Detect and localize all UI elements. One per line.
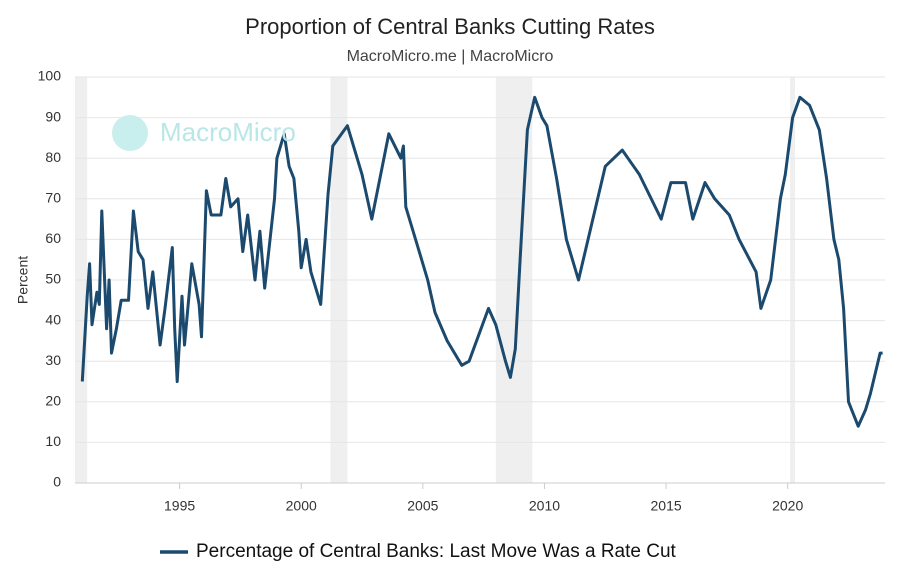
x-tick-label: 2000 bbox=[286, 498, 317, 514]
chart-title: Proportion of Central Banks Cutting Rate… bbox=[245, 14, 655, 39]
y-tick-label: 70 bbox=[45, 190, 61, 206]
y-tick-label: 30 bbox=[45, 352, 61, 368]
chart-subtitle: MacroMicro.me | MacroMicro bbox=[347, 48, 554, 65]
y-tick-label: 20 bbox=[45, 393, 61, 409]
y-tick-label: 10 bbox=[45, 433, 61, 449]
x-tick-label: 2020 bbox=[772, 498, 803, 514]
watermark-icon bbox=[112, 115, 148, 151]
x-tick-label: 2005 bbox=[407, 498, 438, 514]
x-tick-label: 2010 bbox=[529, 498, 560, 514]
watermark: MacroMicro bbox=[112, 115, 296, 151]
y-tick-label: 90 bbox=[45, 108, 61, 124]
y-tick-label: 50 bbox=[45, 271, 61, 287]
y-tick-label: 40 bbox=[45, 311, 61, 327]
legend-label: Percentage of Central Banks: Last Move W… bbox=[196, 541, 677, 562]
x-tick-label: 2015 bbox=[651, 498, 682, 514]
y-tick-label: 60 bbox=[45, 230, 61, 246]
y-tick-label: 80 bbox=[45, 149, 61, 165]
y-tick-label: 0 bbox=[53, 474, 61, 490]
series-line bbox=[80, 95, 883, 428]
plot-area bbox=[75, 76, 885, 484]
watermark-text: MacroMicro bbox=[160, 117, 296, 147]
y-tick-label: 100 bbox=[38, 68, 62, 84]
x-tick-label: 1995 bbox=[164, 498, 195, 514]
y-axis-label: Percent bbox=[15, 256, 31, 304]
